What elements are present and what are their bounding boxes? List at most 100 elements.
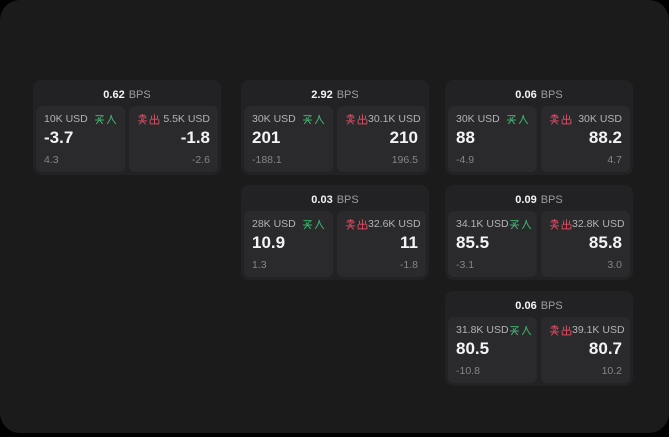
buy-sub-value: -3.1	[456, 259, 475, 271]
card-body: 30K USD	[244, 106, 426, 172]
cjk-buy-mai-icon	[506, 114, 517, 124]
card-body: 31.8K USD	[448, 317, 630, 383]
bps-value: 0.06	[515, 299, 537, 312]
cjk-sell-mai-icon	[345, 218, 356, 230]
sell-sub-value: 196.5	[391, 154, 418, 166]
sell-side-label	[345, 113, 368, 125]
card-body: 10K USD	[36, 106, 218, 172]
buy-panel[interactable]: 30K USD	[448, 106, 537, 172]
sell-amount: 5.5K USD	[163, 113, 210, 125]
buy-panel[interactable]: 34.1K USD	[448, 211, 537, 277]
buy-sub-value: -10.8	[456, 365, 480, 377]
cjk-sell-chu-icon	[561, 113, 572, 124]
sell-amount: 32.6K USD	[368, 218, 421, 230]
cjk-buy-ru-icon	[314, 219, 325, 229]
buy-price: 88	[456, 128, 475, 147]
buy-price: 10.9	[252, 233, 286, 252]
buy-panel[interactable]: 30K USD	[244, 106, 333, 172]
card-body: 28K USD	[244, 211, 426, 277]
cjk-buy-ru-icon	[521, 325, 531, 335]
buy-sub-value: -188.1	[252, 154, 282, 166]
card-header: 0.03 BPS	[244, 188, 426, 211]
buy-amount: 34.1K USD	[456, 218, 509, 230]
sell-sub-value: 4.7	[607, 154, 622, 166]
sell-amount: 30K USD	[578, 113, 622, 125]
cjk-buy-ru-icon	[518, 114, 529, 124]
card-body: 34.1K USD	[448, 211, 630, 277]
cjk-buy-mai-icon	[509, 219, 519, 229]
bps-unit-label: BPS	[336, 193, 359, 206]
quote-card: 0.06 BPS 31.8K USD	[445, 291, 633, 386]
sell-sub-value: -2.6	[191, 154, 210, 166]
sell-amount: 39.1K USD	[572, 324, 625, 336]
sell-panel-top: 30.1K USD	[345, 113, 421, 125]
card-header: 0.09 BPS	[448, 188, 630, 211]
card-header: 0.06 BPS	[448, 294, 630, 317]
quote-card: 0.06 BPS 30K USD	[445, 80, 633, 175]
bps-unit-label: BPS	[336, 88, 359, 101]
cjk-sell-mai-icon	[345, 113, 356, 125]
cjk-sell-chu-icon	[561, 218, 572, 229]
buy-side-label	[94, 114, 117, 125]
buy-sub-value: -4.9	[456, 154, 475, 166]
sell-price: 88.2	[588, 128, 622, 147]
buy-side-label	[302, 114, 325, 125]
sell-price: 210	[389, 128, 418, 147]
buy-amount: 28K USD	[252, 218, 296, 230]
buy-price: 201	[252, 128, 281, 147]
sell-panel-top: 5.5K USD	[137, 113, 210, 125]
bps-value: 0.06	[515, 88, 537, 101]
card-body: 30K USD	[448, 106, 630, 172]
cjk-buy-mai-icon	[94, 114, 105, 124]
sell-panel[interactable]: 39.1K USD 80.7 10.2	[541, 317, 630, 383]
cjk-sell-chu-icon	[357, 113, 368, 124]
sell-panel[interactable]: 5.5K USD -1.8 -2.6	[129, 106, 218, 172]
cjk-sell-mai-icon	[549, 324, 560, 336]
buy-price: 85.5	[456, 233, 490, 252]
bps-unit-label: BPS	[540, 193, 563, 206]
cjk-buy-mai-icon	[302, 219, 313, 229]
buy-amount: 30K USD	[456, 113, 500, 125]
sell-panel-top: 30K USD	[549, 113, 622, 125]
card-header: 2.92 BPS	[244, 83, 426, 106]
sell-price: -1.8	[180, 128, 210, 147]
bps-value: 0.09	[515, 193, 537, 206]
buy-side-label	[302, 219, 325, 230]
bps-unit-label: BPS	[128, 88, 151, 101]
buy-price: -3.7	[44, 128, 74, 147]
sell-price: 85.8	[588, 233, 622, 252]
sell-side-label	[549, 113, 572, 125]
cjk-sell-mai-icon	[549, 113, 560, 125]
bps-unit-label: BPS	[540, 88, 563, 101]
sell-panel-top: 32.8K USD	[549, 218, 625, 230]
quote-card: 0.62 BPS 10K USD	[33, 80, 221, 175]
bps-value: 0.62	[103, 88, 125, 101]
buy-panel[interactable]: 10K USD	[36, 106, 125, 172]
quote-card: 0.03 BPS 28K USD	[241, 185, 429, 280]
buy-amount: 31.8K USD	[456, 324, 509, 336]
buy-side-label	[506, 114, 529, 125]
buy-panel-top: 10K USD	[44, 113, 117, 125]
cjk-buy-ru-icon	[521, 219, 531, 229]
quote-card: 0.09 BPS 34.1K USD	[445, 185, 633, 280]
buy-panel[interactable]: 31.8K USD	[448, 317, 537, 383]
sell-panel[interactable]: 30.1K USD 210 196.5	[337, 106, 426, 172]
cjk-sell-mai-icon	[137, 113, 148, 125]
buy-panel-top: 34.1K USD	[456, 218, 531, 230]
sell-panel-top: 39.1K USD	[549, 324, 625, 336]
sell-side-label	[345, 218, 368, 230]
quote-card: 2.92 BPS 30K USD	[241, 80, 429, 175]
sell-amount: 30.1K USD	[368, 113, 421, 125]
sell-panel[interactable]: 32.8K USD 85.8 3.0	[541, 211, 630, 277]
cjk-sell-mai-icon	[549, 218, 560, 230]
sell-panel[interactable]: 32.6K USD 11 -1.8	[337, 211, 426, 277]
sell-amount: 32.8K USD	[572, 218, 625, 230]
sell-panel-top: 32.6K USD	[345, 218, 421, 230]
buy-panel[interactable]: 28K USD	[244, 211, 333, 277]
sell-sub-value: -1.8	[399, 259, 418, 271]
sell-sub-value: 3.0	[607, 259, 622, 271]
sell-panel[interactable]: 30K USD 88.2 4.7	[541, 106, 630, 172]
sell-sub-value: 10.2	[601, 365, 622, 377]
buy-panel-top: 30K USD	[252, 113, 325, 125]
